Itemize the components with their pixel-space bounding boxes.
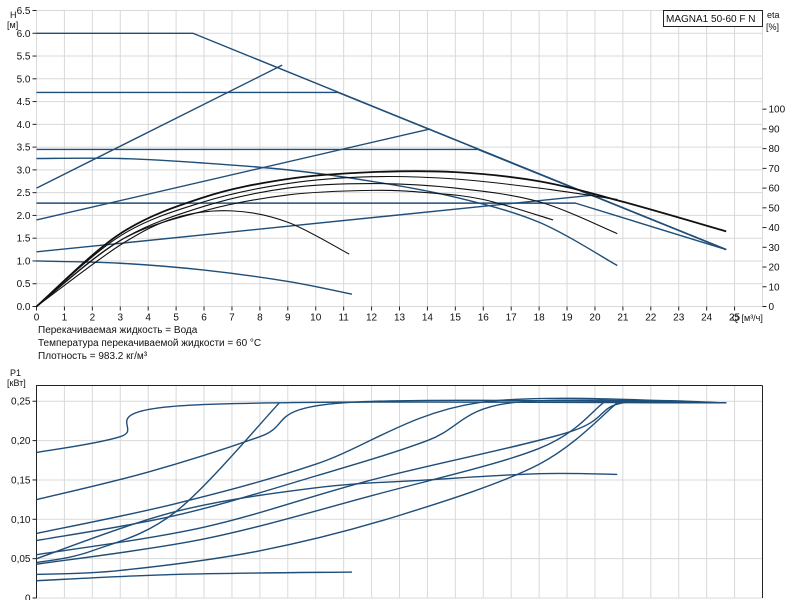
flow-tick-label: 5 [173, 313, 179, 324]
power-tick-label: 0,10 [11, 515, 31, 526]
flow-tick-label: 8 [257, 313, 263, 324]
efficiency-tick-label: 30 [769, 243, 781, 254]
power-curve [36, 399, 727, 542]
power-axis-label: P1 [10, 368, 21, 378]
fluid-info-line-2: Температура перекачиваемой жидкости = 60… [38, 338, 261, 349]
flow-tick-label: 22 [645, 313, 657, 324]
power-tick-label: 0 [25, 594, 31, 600]
efficiency-curve [36, 175, 618, 307]
head-tick-label: 2.5 [17, 188, 31, 199]
flow-tick-label: 15 [450, 313, 462, 324]
flow-tick-label: 7 [229, 313, 235, 324]
efficiency-curve [35, 170, 727, 308]
flow-tick-label: 10 [310, 313, 322, 324]
efficiency-tick-label: 10 [769, 282, 781, 293]
efficiency-curve [36, 210, 350, 307]
power-tick-label: 0,20 [11, 436, 31, 447]
flow-tick-label: 14 [422, 313, 434, 324]
fluid-info: Перекачиваемая жидкость = Вода Температу… [38, 325, 261, 362]
efficiency-tick-label: 50 [769, 203, 781, 214]
head-tick-label: 5.5 [17, 52, 31, 63]
flow-tick-label: 4 [145, 313, 151, 324]
flow-tick-label: 3 [117, 313, 123, 324]
efficiency-tick-label: 90 [769, 124, 781, 135]
flow-tick-label: 9 [285, 313, 291, 324]
model-badge-frame [663, 10, 763, 27]
efficiency-tick-label: 80 [769, 144, 781, 155]
head-y-ticks: 0.0 0.5 1.0 1.5 2.0 2.5 3.0 3.5 4.0 4.5 5.0 5.5 6.0 6… [17, 6, 37, 313]
power-curve [36, 401, 727, 454]
efficiency-tick-label: 40 [769, 223, 781, 234]
flow-tick-label: 6 [201, 313, 207, 324]
flow-tick-label: 12 [366, 313, 378, 324]
head-tick-label: 3.5 [17, 143, 31, 154]
flow-tick-label: 1 [62, 313, 68, 324]
flow-tick-label: 18 [534, 313, 546, 324]
efficiency-tick-label: 0 [769, 302, 775, 313]
power-axis-unit: [кВт] [7, 378, 26, 388]
head-tick-label: 0.0 [17, 302, 31, 313]
head-grid [36, 10, 763, 307]
flow-tick-label: 17 [506, 313, 518, 324]
head-chart: 0.0 0.5 1.0 1.5 2.0 2.5 3.0 3.5 4.0 4.5 5.0 5.5 6.0 6… [7, 6, 786, 324]
flow-axis-label: Q [м³/ч] [732, 313, 763, 323]
power-tick-label: 0,25 [11, 397, 31, 408]
head-curve [36, 128, 431, 221]
power-curve [36, 402, 604, 565]
flow-tick-label: 13 [394, 313, 406, 324]
fluid-info-line-3: Плотность = 983.2 кг/м³ [38, 351, 148, 362]
head-curve [36, 148, 727, 251]
power-curve [36, 402, 618, 576]
head-tick-label: 4.0 [17, 120, 31, 131]
flow-tick-label: 16 [478, 313, 490, 324]
efficiency-y-ticks: 0 10 20 30 40 50 60 70 80 90 100 [762, 105, 786, 313]
head-tick-label: 6.0 [17, 29, 31, 40]
power-curve [36, 571, 353, 582]
flow-tick-label: 11 [338, 313, 349, 324]
power-grid [36, 385, 763, 599]
efficiency-tick-label: 100 [769, 105, 786, 116]
power-chart: 0 0,05 0,10 0,15 0,20 0,25 P1 [кВт] [7, 368, 763, 600]
head-tick-label: 3.0 [17, 165, 31, 176]
head-axis-label: H [10, 10, 17, 20]
power-y-ticks: 0 0,05 0,10 0,15 0,20 0,25 [11, 397, 37, 600]
efficiency-tick-label: 70 [769, 164, 781, 175]
flow-tick-label: 19 [561, 313, 573, 324]
head-tick-label: 1.0 [17, 256, 31, 267]
model-label: MAGNA1 50-60 F N [666, 14, 755, 25]
power-tick-label: 0,15 [11, 475, 31, 486]
fluid-info-line-1: Перекачиваемая жидкость = Вода [38, 325, 198, 336]
flow-tick-label: 20 [589, 313, 601, 324]
head-axis-unit: [м] [7, 20, 18, 30]
efficiency-curve [36, 189, 554, 307]
head-tick-label: 5.0 [17, 74, 31, 85]
efficiency-tick-label: 60 [769, 184, 781, 195]
head-tick-label: 2.0 [17, 211, 31, 222]
efficiency-tick-label: 20 [769, 263, 781, 274]
power-series-group [36, 397, 727, 582]
flow-x-ticks: 0 1 2 3 4 5 6 7 8 9 10 11 12 13 14 15 16 17 18 19 20 21 22 23 24… [34, 306, 741, 324]
head-tick-label: 0.5 [17, 279, 31, 290]
head-tick-label: 1.5 [17, 234, 31, 245]
power-curve [36, 399, 727, 556]
flow-tick-label: 2 [90, 313, 96, 324]
power-tick-label: 0,05 [11, 554, 31, 565]
power-curve [36, 402, 280, 564]
power-curve [36, 472, 618, 560]
head-curve [36, 260, 353, 295]
efficiency-axis-unit: [%] [766, 22, 779, 32]
efficiency-axis-label: eta [767, 10, 780, 20]
power-curve [36, 397, 727, 535]
flow-tick-label: 0 [34, 313, 40, 324]
flow-tick-label: 24 [701, 313, 713, 324]
model-badge: MAGNA1 50-60 F N [663, 10, 763, 27]
flow-tick-label: 21 [617, 313, 629, 324]
head-curve [36, 64, 283, 189]
flow-tick-label: 23 [673, 313, 685, 324]
head-series-group [35, 32, 727, 308]
flow-tick-label: 25 [729, 313, 741, 324]
head-tick-label: 4.5 [17, 97, 31, 108]
head-tick-label: 6.5 [17, 6, 31, 17]
